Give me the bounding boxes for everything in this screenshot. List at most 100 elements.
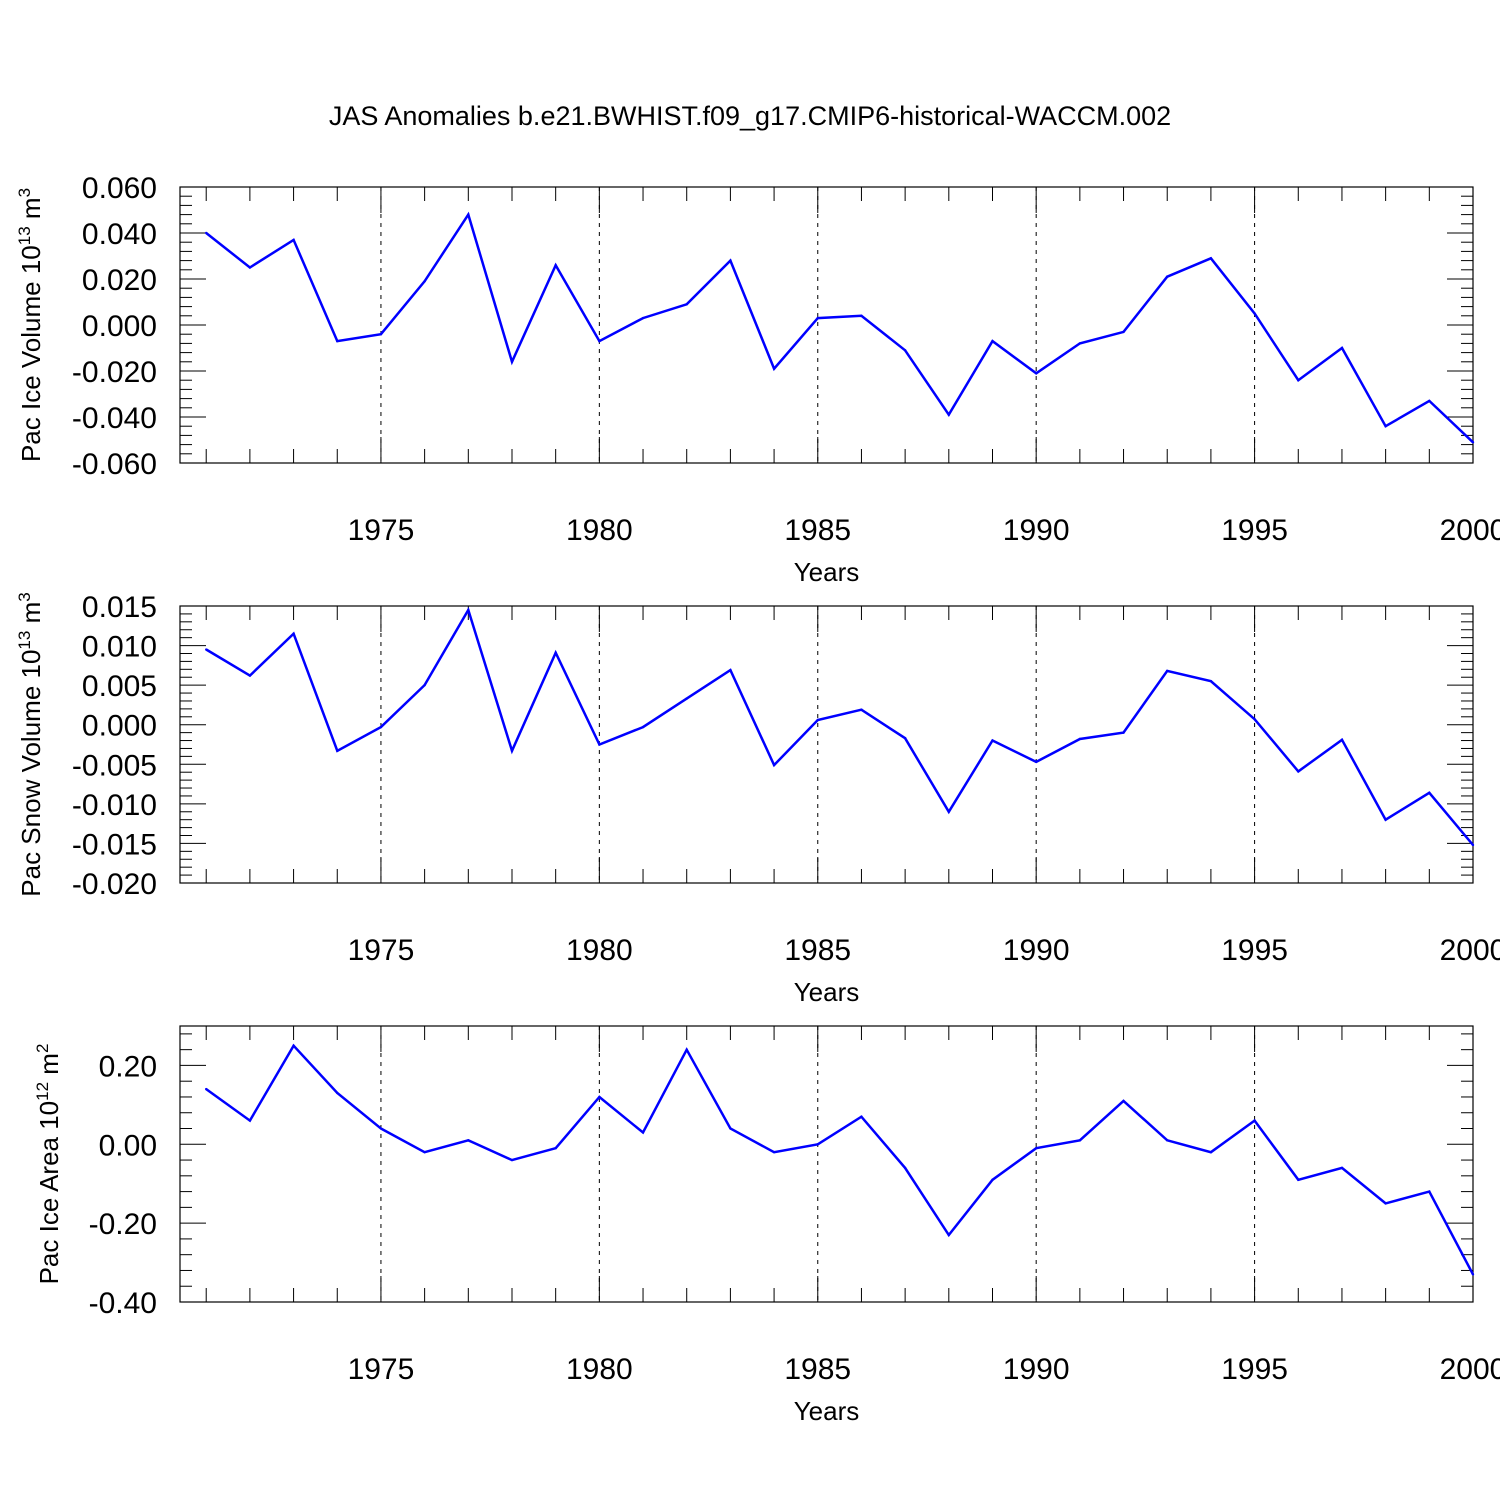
data-point bbox=[729, 259, 732, 262]
data-point bbox=[860, 314, 863, 317]
data-point bbox=[554, 1147, 557, 1150]
x-tick-label: 1995 bbox=[1221, 514, 1288, 547]
panels: -0.060 -0.040 -0.020 0.000 0.020 0.040 0.060 19… bbox=[15, 172, 1500, 1426]
data-point bbox=[1209, 679, 1213, 683]
data-point bbox=[641, 316, 645, 320]
data-point bbox=[860, 708, 863, 711]
data-point bbox=[467, 213, 470, 216]
x-tick-label: 1975 bbox=[348, 1353, 415, 1386]
data-point bbox=[903, 736, 907, 740]
chart-title: JAS Anomalies b.e21.BWHIST.f09_g17.CMIP6… bbox=[329, 101, 1171, 131]
data-point bbox=[379, 1127, 383, 1130]
plot-frame bbox=[179, 186, 1474, 464]
series-line bbox=[205, 211, 1474, 444]
y-axis-title-unit-exponent: 3 bbox=[15, 188, 34, 197]
data-point bbox=[336, 339, 339, 343]
data-point bbox=[248, 674, 252, 677]
y-tick-label: 0.00 bbox=[99, 1129, 157, 1162]
y-tick-label: -0.010 bbox=[72, 789, 157, 822]
data-point bbox=[1471, 441, 1475, 444]
x-tick-label: 1985 bbox=[784, 1353, 851, 1386]
data-point bbox=[379, 333, 383, 336]
data-point bbox=[248, 266, 252, 269]
data-point bbox=[685, 303, 688, 306]
x-tick-label: 1990 bbox=[1003, 1353, 1070, 1386]
y-tick-label: 0.060 bbox=[82, 172, 157, 205]
y-tick-label: 0.20 bbox=[99, 1050, 157, 1083]
data-point bbox=[903, 349, 907, 352]
data-point bbox=[1166, 275, 1169, 278]
plot-frame bbox=[179, 1025, 1474, 1303]
y-axis-title-main: Pac Ice Volume 10 bbox=[16, 245, 46, 462]
data-point bbox=[423, 683, 426, 687]
data-point bbox=[467, 1139, 470, 1142]
data-point bbox=[1166, 1139, 1169, 1142]
x-axis-title: Years bbox=[794, 977, 860, 1007]
y-tick-label: 0.005 bbox=[82, 670, 157, 703]
y-axis-title-exponent: 13 bbox=[15, 631, 34, 650]
data-point bbox=[510, 749, 514, 753]
data-point bbox=[816, 718, 819, 722]
data-point bbox=[729, 1127, 732, 1130]
data-point bbox=[1253, 1119, 1256, 1122]
data-point bbox=[1078, 342, 1082, 345]
y-tick-label: 0.015 bbox=[82, 591, 157, 624]
data-point bbox=[685, 1048, 688, 1051]
y-axis-title: Pac Ice Area 1012 m2 bbox=[33, 1044, 64, 1285]
data-point bbox=[991, 739, 994, 742]
data-point bbox=[1340, 1166, 1344, 1170]
y-tick-label: -0.40 bbox=[89, 1287, 157, 1320]
x-tick-label: 1980 bbox=[566, 1353, 633, 1386]
data-point bbox=[1078, 737, 1082, 741]
data-point bbox=[1297, 1178, 1300, 1181]
plot-frame bbox=[179, 605, 1474, 884]
x-tick-label: 1975 bbox=[348, 514, 415, 547]
y-tick-label: -0.020 bbox=[72, 356, 157, 389]
data-point bbox=[1078, 1139, 1082, 1142]
data-point bbox=[379, 725, 383, 729]
chart-panel-3: -0.40 -0.20 0.00 0.20 1975 1980 1985 1990 1995 20… bbox=[33, 1025, 1500, 1426]
y-tick-label: 0.000 bbox=[82, 710, 157, 743]
data-point bbox=[598, 743, 601, 746]
x-tick-label: 1985 bbox=[784, 514, 851, 547]
y-axis-title-unit-exponent: 3 bbox=[15, 592, 34, 601]
chart-panel-2: -0.020 -0.015 -0.010 -0.005 0.000 0.005 0.010 0… bbox=[15, 591, 1500, 1007]
data-point bbox=[205, 231, 208, 235]
data-point bbox=[685, 697, 688, 700]
x-tick-label: 2000 bbox=[1440, 1353, 1500, 1386]
data-point bbox=[292, 1044, 295, 1047]
data-point bbox=[1122, 330, 1125, 334]
data-point bbox=[1340, 738, 1344, 741]
data-point bbox=[947, 413, 951, 416]
data-point bbox=[205, 1087, 208, 1091]
data-point bbox=[947, 810, 951, 813]
y-tick-label: 0.000 bbox=[82, 310, 157, 343]
data-point bbox=[816, 316, 819, 320]
data-point bbox=[554, 651, 557, 654]
y-tick-label: -0.020 bbox=[72, 868, 157, 901]
data-point bbox=[292, 632, 295, 635]
y-axis-title-exponent: 12 bbox=[33, 1082, 52, 1101]
data-point bbox=[1428, 791, 1431, 794]
data-point bbox=[816, 1143, 819, 1146]
y-axis-title-exponent: 13 bbox=[15, 226, 34, 245]
data-point bbox=[729, 668, 732, 672]
y-tick-label: 0.010 bbox=[82, 631, 157, 664]
data-point bbox=[903, 1166, 907, 1170]
y-axis-title-unit: m bbox=[16, 602, 46, 631]
data-point bbox=[292, 238, 295, 242]
data-point bbox=[772, 1150, 776, 1154]
data-point bbox=[598, 339, 601, 343]
data-point bbox=[1384, 1202, 1387, 1205]
x-tick-label: 1990 bbox=[1003, 514, 1070, 547]
data-point bbox=[336, 1091, 339, 1095]
data-point bbox=[1297, 379, 1300, 382]
x-tick-label: 2000 bbox=[1440, 934, 1500, 967]
y-tick-label: -0.040 bbox=[72, 402, 157, 435]
data-point bbox=[1471, 1273, 1475, 1276]
data-point bbox=[772, 763, 776, 767]
data-point bbox=[1340, 346, 1344, 350]
data-point bbox=[1209, 1150, 1213, 1154]
x-tick-label: 1985 bbox=[784, 934, 851, 967]
